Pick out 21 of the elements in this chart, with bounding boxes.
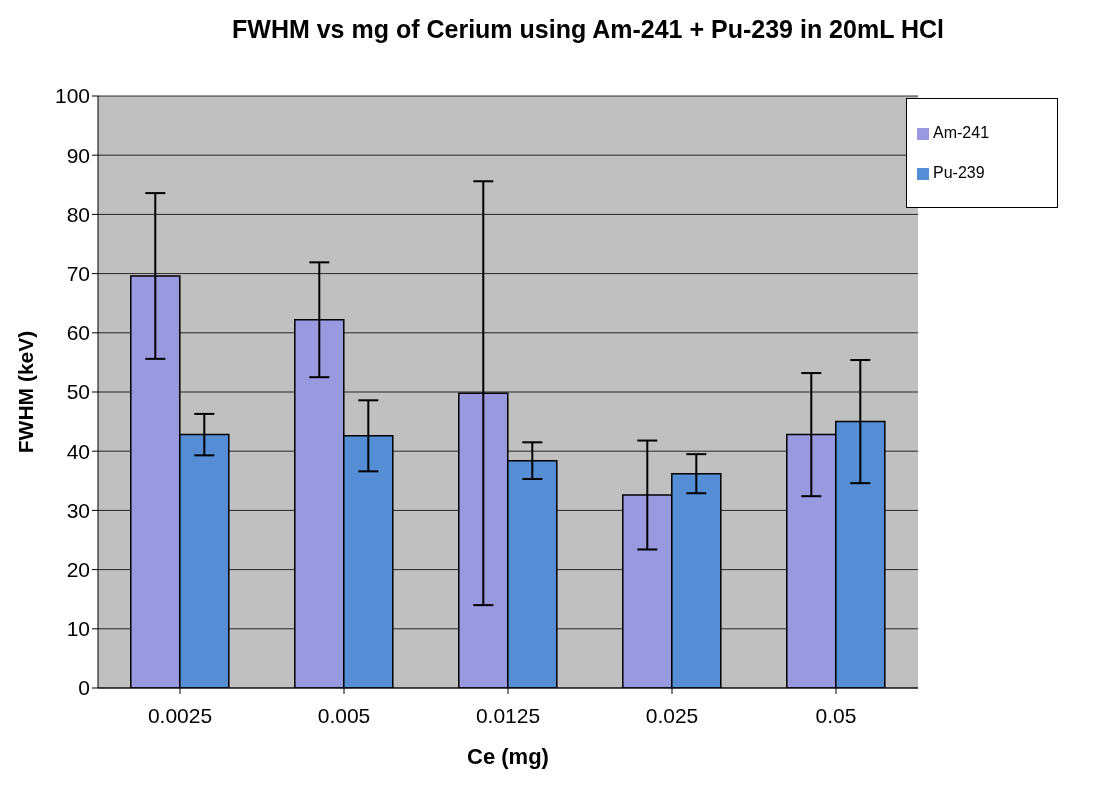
x-axis-title: Ce (mg) (467, 744, 549, 769)
x-tick-label: 0.0125 (475, 703, 541, 727)
y-tick-label: 50 (66, 380, 90, 404)
x-tick-label: 0.0025 (147, 703, 213, 727)
y-tick-label: 80 (66, 202, 90, 226)
y-tick-label: 60 (66, 321, 90, 345)
y-tick-label: 40 (66, 439, 90, 463)
chart-title: FWHM vs mg of Cerium using Am-241 + Pu-239 in 20mL HCl (231, 14, 945, 44)
y-tick-label: 100 (54, 84, 90, 108)
x-tick-label: 0.05 (815, 703, 857, 727)
y-tick-label: 70 (66, 262, 90, 286)
y-tick-label: 10 (66, 617, 90, 641)
x-tick-label: 0.005 (317, 703, 371, 727)
x-tick-label: 0.025 (645, 703, 699, 727)
legend-label: Pu-239 (933, 164, 985, 181)
y-tick-label: 90 (66, 143, 90, 167)
legend-label: Am-241 (933, 124, 990, 141)
y-tick-label: 30 (66, 498, 90, 522)
y-tick-label: 20 (66, 558, 90, 582)
y-tick-label: 0 (78, 676, 90, 700)
y-axis-title: FWHM (keV) (14, 330, 38, 454)
